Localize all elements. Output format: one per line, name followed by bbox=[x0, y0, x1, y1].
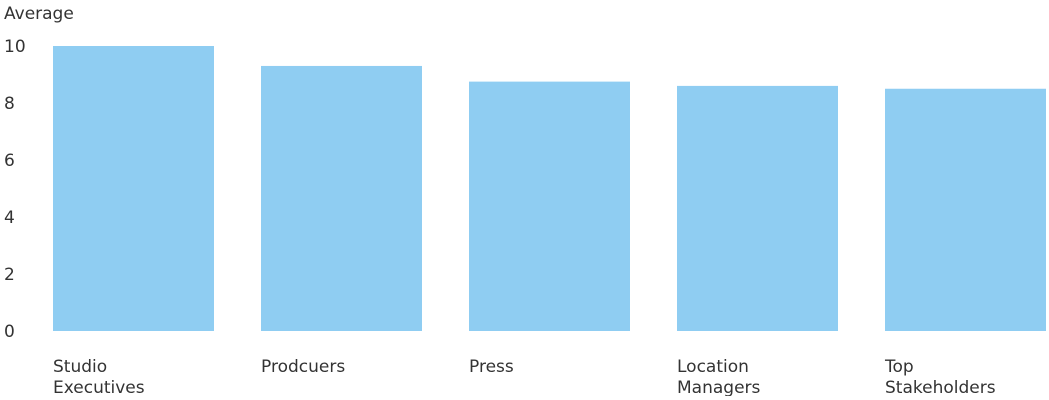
x-tick-label-line: Managers bbox=[677, 378, 761, 396]
x-tick-label: Press bbox=[469, 357, 514, 377]
y-tick-label: 6 bbox=[4, 151, 15, 171]
y-tick-label: 10 bbox=[4, 37, 26, 57]
x-tick-label-line: Top bbox=[884, 357, 914, 377]
bar bbox=[53, 46, 214, 331]
y-axis-label: Average bbox=[4, 4, 74, 24]
y-tick-label: 8 bbox=[4, 94, 15, 114]
x-tick-label: Location Managers bbox=[677, 357, 761, 396]
x-tick-label-line: Prodcuers bbox=[261, 357, 345, 377]
y-tick-label: 2 bbox=[4, 265, 15, 285]
y-tick-label: 4 bbox=[4, 208, 15, 228]
bar bbox=[677, 85, 838, 332]
x-tick-label: Top Stakeholders bbox=[884, 357, 996, 396]
x-tick-label: Prodcuers bbox=[261, 357, 345, 377]
y-tick-label: 0 bbox=[4, 322, 15, 342]
x-tick-label-line: Location bbox=[677, 357, 749, 377]
bar bbox=[469, 81, 630, 331]
x-tick-label-line: Studio bbox=[53, 357, 107, 377]
bars bbox=[53, 46, 1046, 332]
bar bbox=[885, 88, 1046, 331]
x-tick-label: Studio Executives bbox=[53, 357, 145, 396]
y-axis-ticks: 0 2 4 6 8 10 bbox=[4, 37, 26, 342]
x-tick-label-line: Stakeholders bbox=[885, 378, 996, 396]
x-tick-label-line: Press bbox=[469, 357, 514, 377]
x-tick-label-line: Executives bbox=[53, 378, 145, 396]
x-axis-labels: Studio Executives Prodcuers Press Location Ma… bbox=[53, 357, 996, 398]
bar bbox=[261, 65, 422, 331]
